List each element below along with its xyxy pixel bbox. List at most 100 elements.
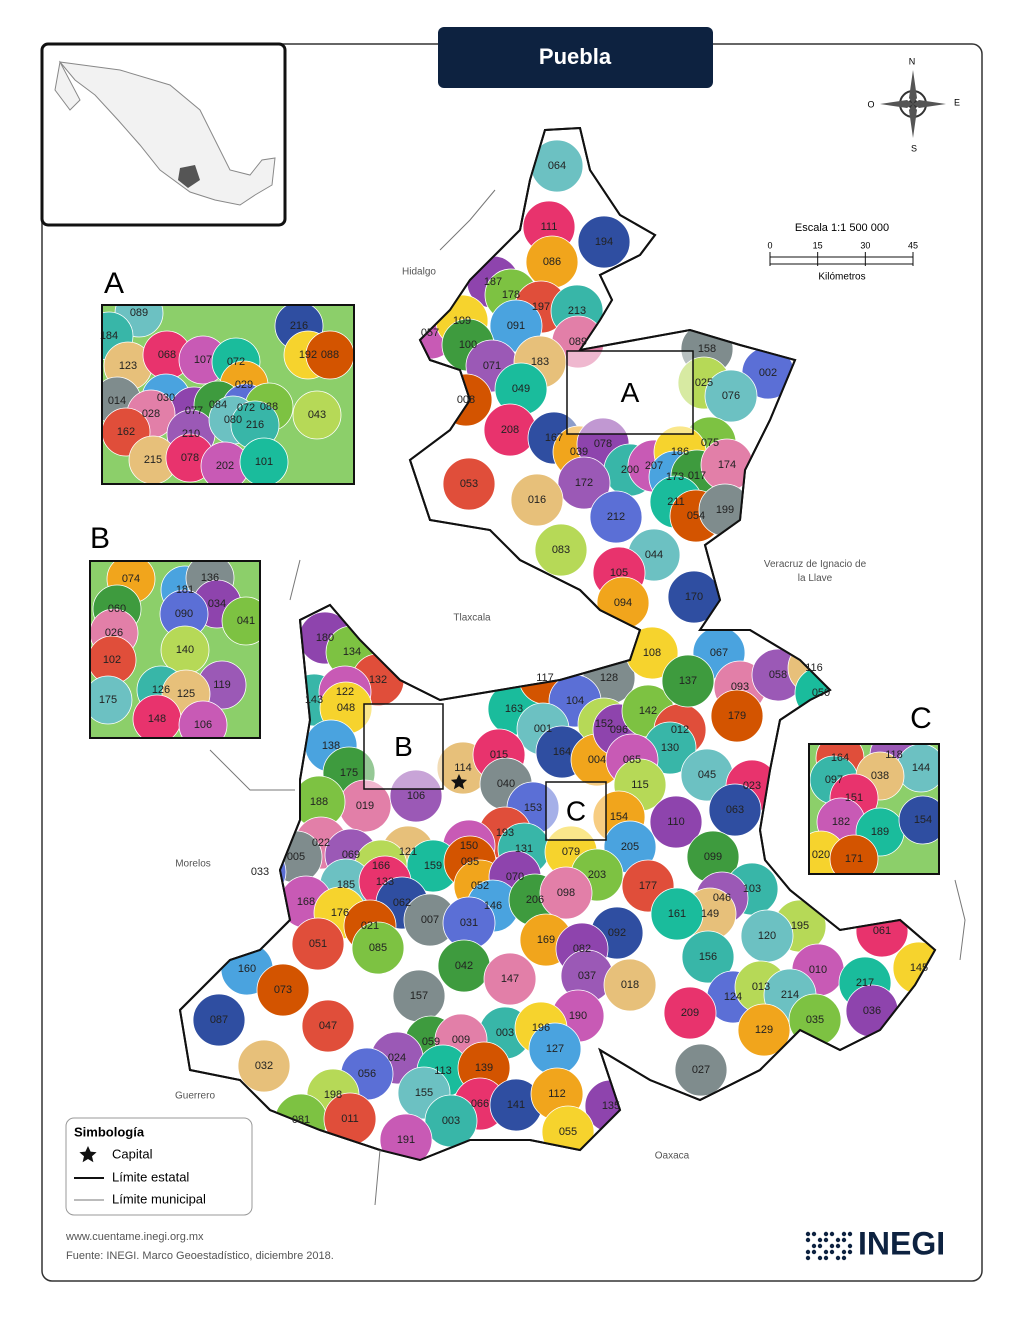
- municipality: [291, 917, 345, 971]
- municipality-label: 022: [312, 837, 330, 849]
- municipality-label: 191: [397, 1134, 415, 1146]
- municipality-label: 130: [661, 742, 679, 754]
- municipality-label: 005: [287, 851, 305, 863]
- scale-unit: Kilómetros: [818, 272, 865, 283]
- municipality-label: 039: [570, 446, 588, 458]
- logo-dot: [847, 1249, 853, 1255]
- inset-letter: A: [104, 267, 124, 300]
- inset-label: 182: [832, 816, 850, 828]
- municipality: [239, 437, 289, 484]
- municipality-label: 013: [752, 981, 770, 993]
- municipality-label: 091: [507, 320, 525, 332]
- inset-locator-letter: A: [621, 377, 640, 408]
- inset-label: 020: [812, 849, 830, 861]
- municipality: [301, 999, 355, 1053]
- municipality: [710, 689, 764, 743]
- municipality-label: 208: [501, 424, 519, 436]
- inset-locator: [363, 703, 444, 790]
- municipality-label: 018: [621, 979, 639, 991]
- municipality-label: 059: [422, 1036, 440, 1048]
- municipality: [389, 769, 443, 823]
- municipality-label: 110: [667, 816, 685, 828]
- municipality-label: 081: [292, 1114, 310, 1126]
- municipality-label: 137: [679, 675, 697, 687]
- neighbor-label: Tlaxcala: [453, 613, 491, 624]
- municipality-label: 197: [532, 301, 550, 313]
- municipality-label: 178: [502, 289, 520, 301]
- municipality-label: 082: [573, 943, 591, 955]
- municipality-label: 199: [716, 504, 734, 516]
- municipality-label: 143: [305, 694, 323, 706]
- inset-label: 014: [108, 395, 126, 407]
- municipality-label: 019: [356, 800, 374, 812]
- municipality-label: 003: [442, 1115, 460, 1127]
- inset-label: 162: [117, 426, 135, 438]
- inset-locator: [566, 350, 694, 435]
- scale-tick-label: 45: [908, 240, 918, 250]
- logo-dot: [817, 1243, 823, 1249]
- municipality: [708, 783, 762, 837]
- municipality-label: 071: [483, 360, 501, 372]
- inset-label: 068: [158, 349, 176, 361]
- inset-letter: C: [910, 702, 932, 735]
- inset-label: 060: [108, 603, 126, 615]
- municipality-label: 129: [755, 1024, 773, 1036]
- inset-label: 216: [246, 419, 264, 431]
- municipality-label: 025: [695, 377, 713, 389]
- municipality-label: 069: [342, 849, 360, 861]
- inset-label: 097: [825, 774, 843, 786]
- inset-label: 077: [185, 405, 203, 417]
- municipality-label: 166: [372, 860, 390, 872]
- municipality-label: 120: [758, 930, 776, 942]
- municipality-label: 027: [692, 1064, 710, 1076]
- inset-label: 202: [216, 460, 234, 472]
- municipality: [681, 930, 735, 984]
- inset-label: 041: [237, 615, 255, 627]
- inset-label: 154: [914, 814, 932, 826]
- municipality-label: 203: [588, 869, 606, 881]
- municipality-label: 167: [545, 432, 563, 444]
- municipality: [589, 490, 643, 544]
- inset-label: 175: [99, 694, 117, 706]
- neighbor-label: Guerrero: [175, 1091, 215, 1102]
- municipality-label: 138: [322, 740, 340, 752]
- logo-dot: [805, 1231, 811, 1237]
- municipality: [898, 795, 939, 845]
- inset-patches: [809, 744, 939, 874]
- municipality-label: 142: [639, 705, 657, 717]
- municipality-label: 053: [460, 478, 478, 490]
- logo-dot: [841, 1255, 847, 1261]
- municipality-label: 099: [704, 851, 722, 863]
- municipality-label: 198: [324, 1089, 342, 1101]
- inset-label: 074: [122, 573, 140, 585]
- logo-dot: [823, 1231, 829, 1237]
- municipality-label: 153: [524, 802, 542, 814]
- neighbor-label: Veracruz de Ignacio de la Llave: [763, 559, 867, 584]
- municipality-label: 054: [687, 510, 705, 522]
- municipality-label: 114: [454, 762, 472, 774]
- municipality-label: 040: [497, 778, 515, 790]
- inset-label: 189: [871, 826, 889, 838]
- logo-dot: [835, 1237, 841, 1243]
- legend-item: Límite estatal: [112, 1169, 189, 1184]
- logo-dot: [835, 1255, 841, 1261]
- compass-s: S: [911, 143, 917, 153]
- neighbor-borders: [209, 189, 966, 1206]
- legend-star: [79, 1146, 97, 1163]
- municipality-label: 096: [610, 724, 628, 736]
- inset-frame: [89, 560, 261, 739]
- municipality: [704, 369, 758, 423]
- municipality: [829, 834, 879, 874]
- municipality-label: 180: [316, 632, 334, 644]
- compass-w: O: [867, 99, 874, 109]
- municipality-label: 135: [602, 1100, 620, 1112]
- municipality: [90, 675, 133, 725]
- municipality-label: 046: [713, 892, 731, 904]
- municipality-label: 139: [475, 1062, 493, 1074]
- municipality-label: 132: [369, 674, 387, 686]
- logo-dot: [805, 1237, 811, 1243]
- municipality-label: 017: [688, 470, 706, 482]
- municipality-label: 185: [337, 879, 355, 891]
- municipality: [663, 986, 717, 1040]
